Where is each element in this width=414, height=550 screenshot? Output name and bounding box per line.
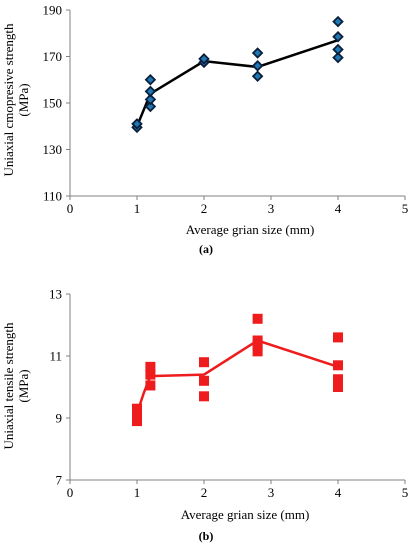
panel-b-y-label-line2: (MPa) [16,369,31,402]
x-tick-label: 1 [134,485,141,500]
data-point [252,313,263,324]
data-point [332,43,344,56]
panel-a-points [131,15,344,134]
x-tick-label: 4 [335,201,342,216]
series-line [135,339,339,414]
series-line [135,39,339,127]
panel-b-mean-line [135,339,339,414]
panel-a-x-label: Average grian size (mm) [186,222,315,237]
y-tick-label: 130 [43,142,63,157]
data-point [131,118,143,130]
data-point [332,51,344,64]
data-point [144,73,157,86]
panel-a-ticks: 0 1 2 3 4 5 110 130 150 170 190 [43,3,409,217]
data-point [332,15,344,28]
data-point [145,361,156,372]
y-tick-label: 110 [43,189,62,204]
panel-a-grid-and-axes [69,10,405,197]
data-point [332,30,344,43]
panel-a-label: (a) [199,242,213,256]
data-point [252,346,263,357]
y-tick-label: 7 [56,473,63,488]
y-tick-label: 13 [49,287,62,302]
data-point [145,369,156,380]
panel-a-mean-line [135,39,339,127]
data-point [333,382,343,392]
x-tick-label: 1 [134,201,141,216]
panel-a-y-label-line1: Uniaxial cmopresive strength [1,23,16,177]
x-tick-label: 5 [402,485,409,500]
panel-b: 0 1 2 3 4 5 7 9 11 13 Average grian size (mm) (b)… [1,287,408,544]
panel-b-x-label: Average grian size (mm) [181,507,310,522]
x-tick-label: 0 [67,485,74,500]
x-tick-label: 3 [268,201,275,216]
data-point [144,93,157,106]
y-tick-label: 11 [49,349,62,364]
data-point [251,60,264,72]
x-tick-label: 4 [335,485,342,500]
data-point [144,100,157,113]
panel-b-y-label-line1: Uniaxial tensile strength [1,322,16,450]
data-point [145,380,156,391]
x-tick-label: 2 [201,201,208,216]
data-point [199,357,209,368]
panel-a: 0 1 2 3 4 5 110 130 150 170 190 Average grian size… [1,3,408,257]
y-tick-label: 9 [56,411,63,426]
data-point [251,70,264,83]
data-point [333,332,343,343]
x-tick-label: 3 [268,485,275,500]
data-point [198,53,210,65]
y-tick-label: 150 [43,96,63,111]
data-point [333,374,343,385]
y-tick-label: 190 [43,3,63,18]
data-point [333,360,343,371]
x-tick-label: 5 [402,201,409,216]
x-tick-label: 2 [201,485,208,500]
y-tick-label: 170 [43,49,63,64]
data-point [251,47,264,59]
data-point [132,409,142,420]
panel-b-points [132,313,343,427]
x-tick-label: 0 [67,201,74,216]
data-point [252,335,263,346]
data-point [132,416,142,427]
data-point [199,375,209,386]
data-point [199,391,209,402]
data-point [144,85,157,98]
panel-b-label: (b) [199,529,214,543]
data-point [132,403,142,414]
panel-b-ticks: 0 1 2 3 4 5 7 9 11 13 [49,287,408,501]
panel-a-y-label-line2: (MPa) [16,83,31,116]
